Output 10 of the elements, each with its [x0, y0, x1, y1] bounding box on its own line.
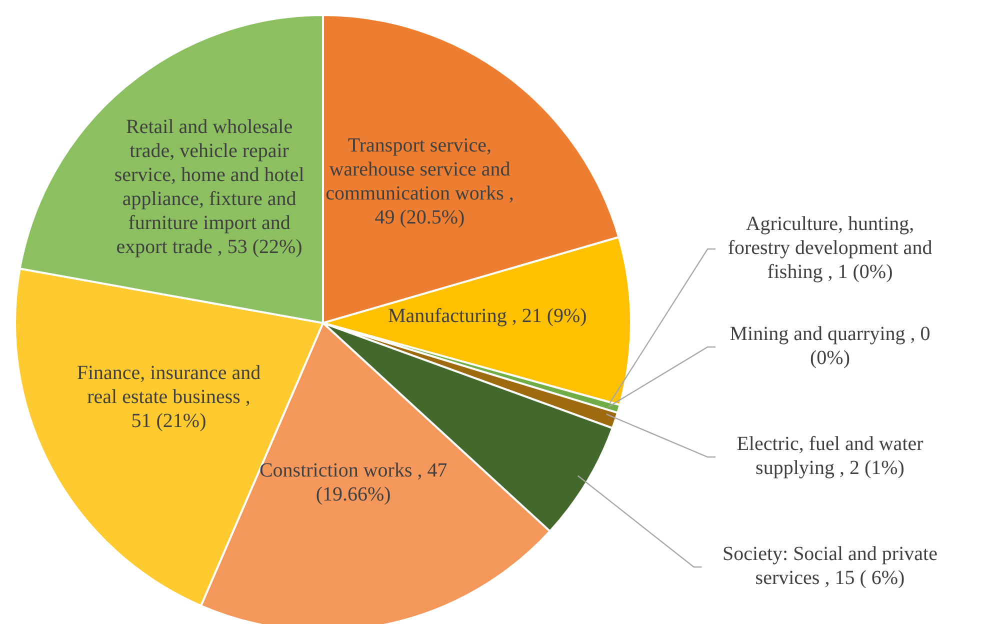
slice-label: Electric, fuel and water supplying , 2 (1%) — [736, 432, 924, 479]
slice-label: Constriction works , 47 (19.66%) — [259, 459, 448, 506]
text: (0%) — [810, 346, 850, 369]
slice-label: Finance, insurance and real estate business , 51 (21%) — [76, 362, 261, 432]
category-label: Mining and quarrying , 0 — [730, 322, 930, 345]
slice-label: Retail and wholesale trade, vehicle repair service, home and hotel appliance, fixture and furniture import and export trade , 53 (22%) — [114, 116, 305, 258]
slice-label: Manufacturing , 21 (9%) — [388, 304, 587, 326]
slice-label: Agriculture, hunting, forestry development and fishing , 1 (0%) — [728, 212, 932, 283]
slice-label: Transport service, warehouse service and communication works , 49 (20.5%) — [326, 134, 514, 228]
slice-label: Society: Social and private services , 15 ( 6%) — [722, 542, 938, 589]
